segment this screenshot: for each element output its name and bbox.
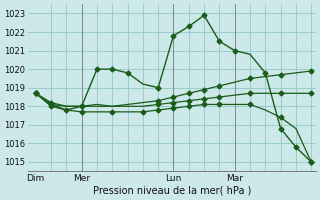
X-axis label: Pression niveau de la mer( hPa ): Pression niveau de la mer( hPa ) [93, 186, 251, 196]
